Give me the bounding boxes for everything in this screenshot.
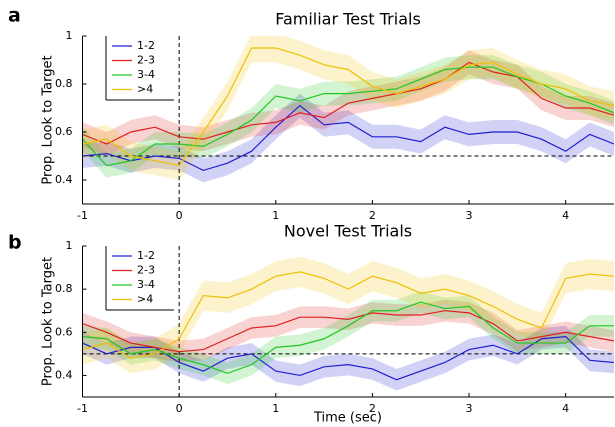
y-tick-label: 0.4	[55, 173, 73, 186]
x-tick-label: 2	[369, 209, 376, 222]
series-line	[82, 335, 614, 381]
chart-title: Familiar Test Trials	[275, 10, 421, 29]
y-tick-label: 0.8	[55, 282, 73, 295]
y-tick-label: 0.4	[55, 368, 73, 381]
error-band	[82, 93, 614, 183]
legend-label: >4	[137, 83, 153, 96]
series-line	[82, 47, 614, 167]
legend-label: 1-2	[137, 39, 155, 52]
y-axis-label: Prop. Look to Target	[41, 55, 56, 184]
error-band	[82, 299, 614, 363]
series-line	[82, 301, 614, 374]
x-tick-label: 1	[272, 402, 279, 415]
legend-label: >4	[137, 293, 153, 306]
legend-label: 2-3	[137, 264, 155, 277]
x-tick-label: 4	[562, 402, 569, 415]
x-tick-label: 2	[369, 402, 376, 415]
error-band	[82, 36, 614, 180]
panel-label: b	[8, 232, 22, 254]
x-axis-label: Time (sec)	[313, 411, 382, 426]
y-axis-label: Prop. Look to Target	[41, 257, 56, 386]
x-tick-label: -1	[77, 209, 88, 222]
legend-label: 3-4	[137, 68, 155, 81]
error-band	[82, 55, 614, 178]
y-tick-label: 0.6	[55, 125, 73, 138]
panel-label: a	[8, 5, 21, 27]
error-band	[82, 291, 614, 385]
y-tick-label: 1	[66, 239, 73, 252]
x-tick-label: 3	[466, 402, 473, 415]
legend-label: 3-4	[137, 278, 155, 291]
y-tick-label: 0.6	[55, 325, 73, 338]
series-line	[82, 66, 614, 167]
series-line	[82, 104, 614, 172]
x-tick-label: 0	[176, 209, 183, 222]
series-line	[82, 310, 614, 353]
x-tick-label: 0	[176, 402, 183, 415]
y-tick-label: 1	[66, 29, 73, 42]
plot-area	[82, 36, 614, 204]
x-tick-label: -1	[77, 402, 88, 415]
legend-label: 2-3	[137, 54, 155, 67]
x-tick-label: 1	[272, 209, 279, 222]
chart-title: Novel Test Trials	[284, 222, 412, 241]
x-tick-label: 4	[562, 209, 569, 222]
series-line	[82, 61, 614, 145]
y-tick-label: 0.8	[55, 77, 73, 90]
error-band	[82, 256, 614, 374]
error-band	[82, 325, 614, 391]
plot-area	[82, 246, 614, 397]
legend-label: 1-2	[137, 249, 155, 262]
x-tick-label: 3	[466, 209, 473, 222]
series-line	[82, 271, 614, 359]
